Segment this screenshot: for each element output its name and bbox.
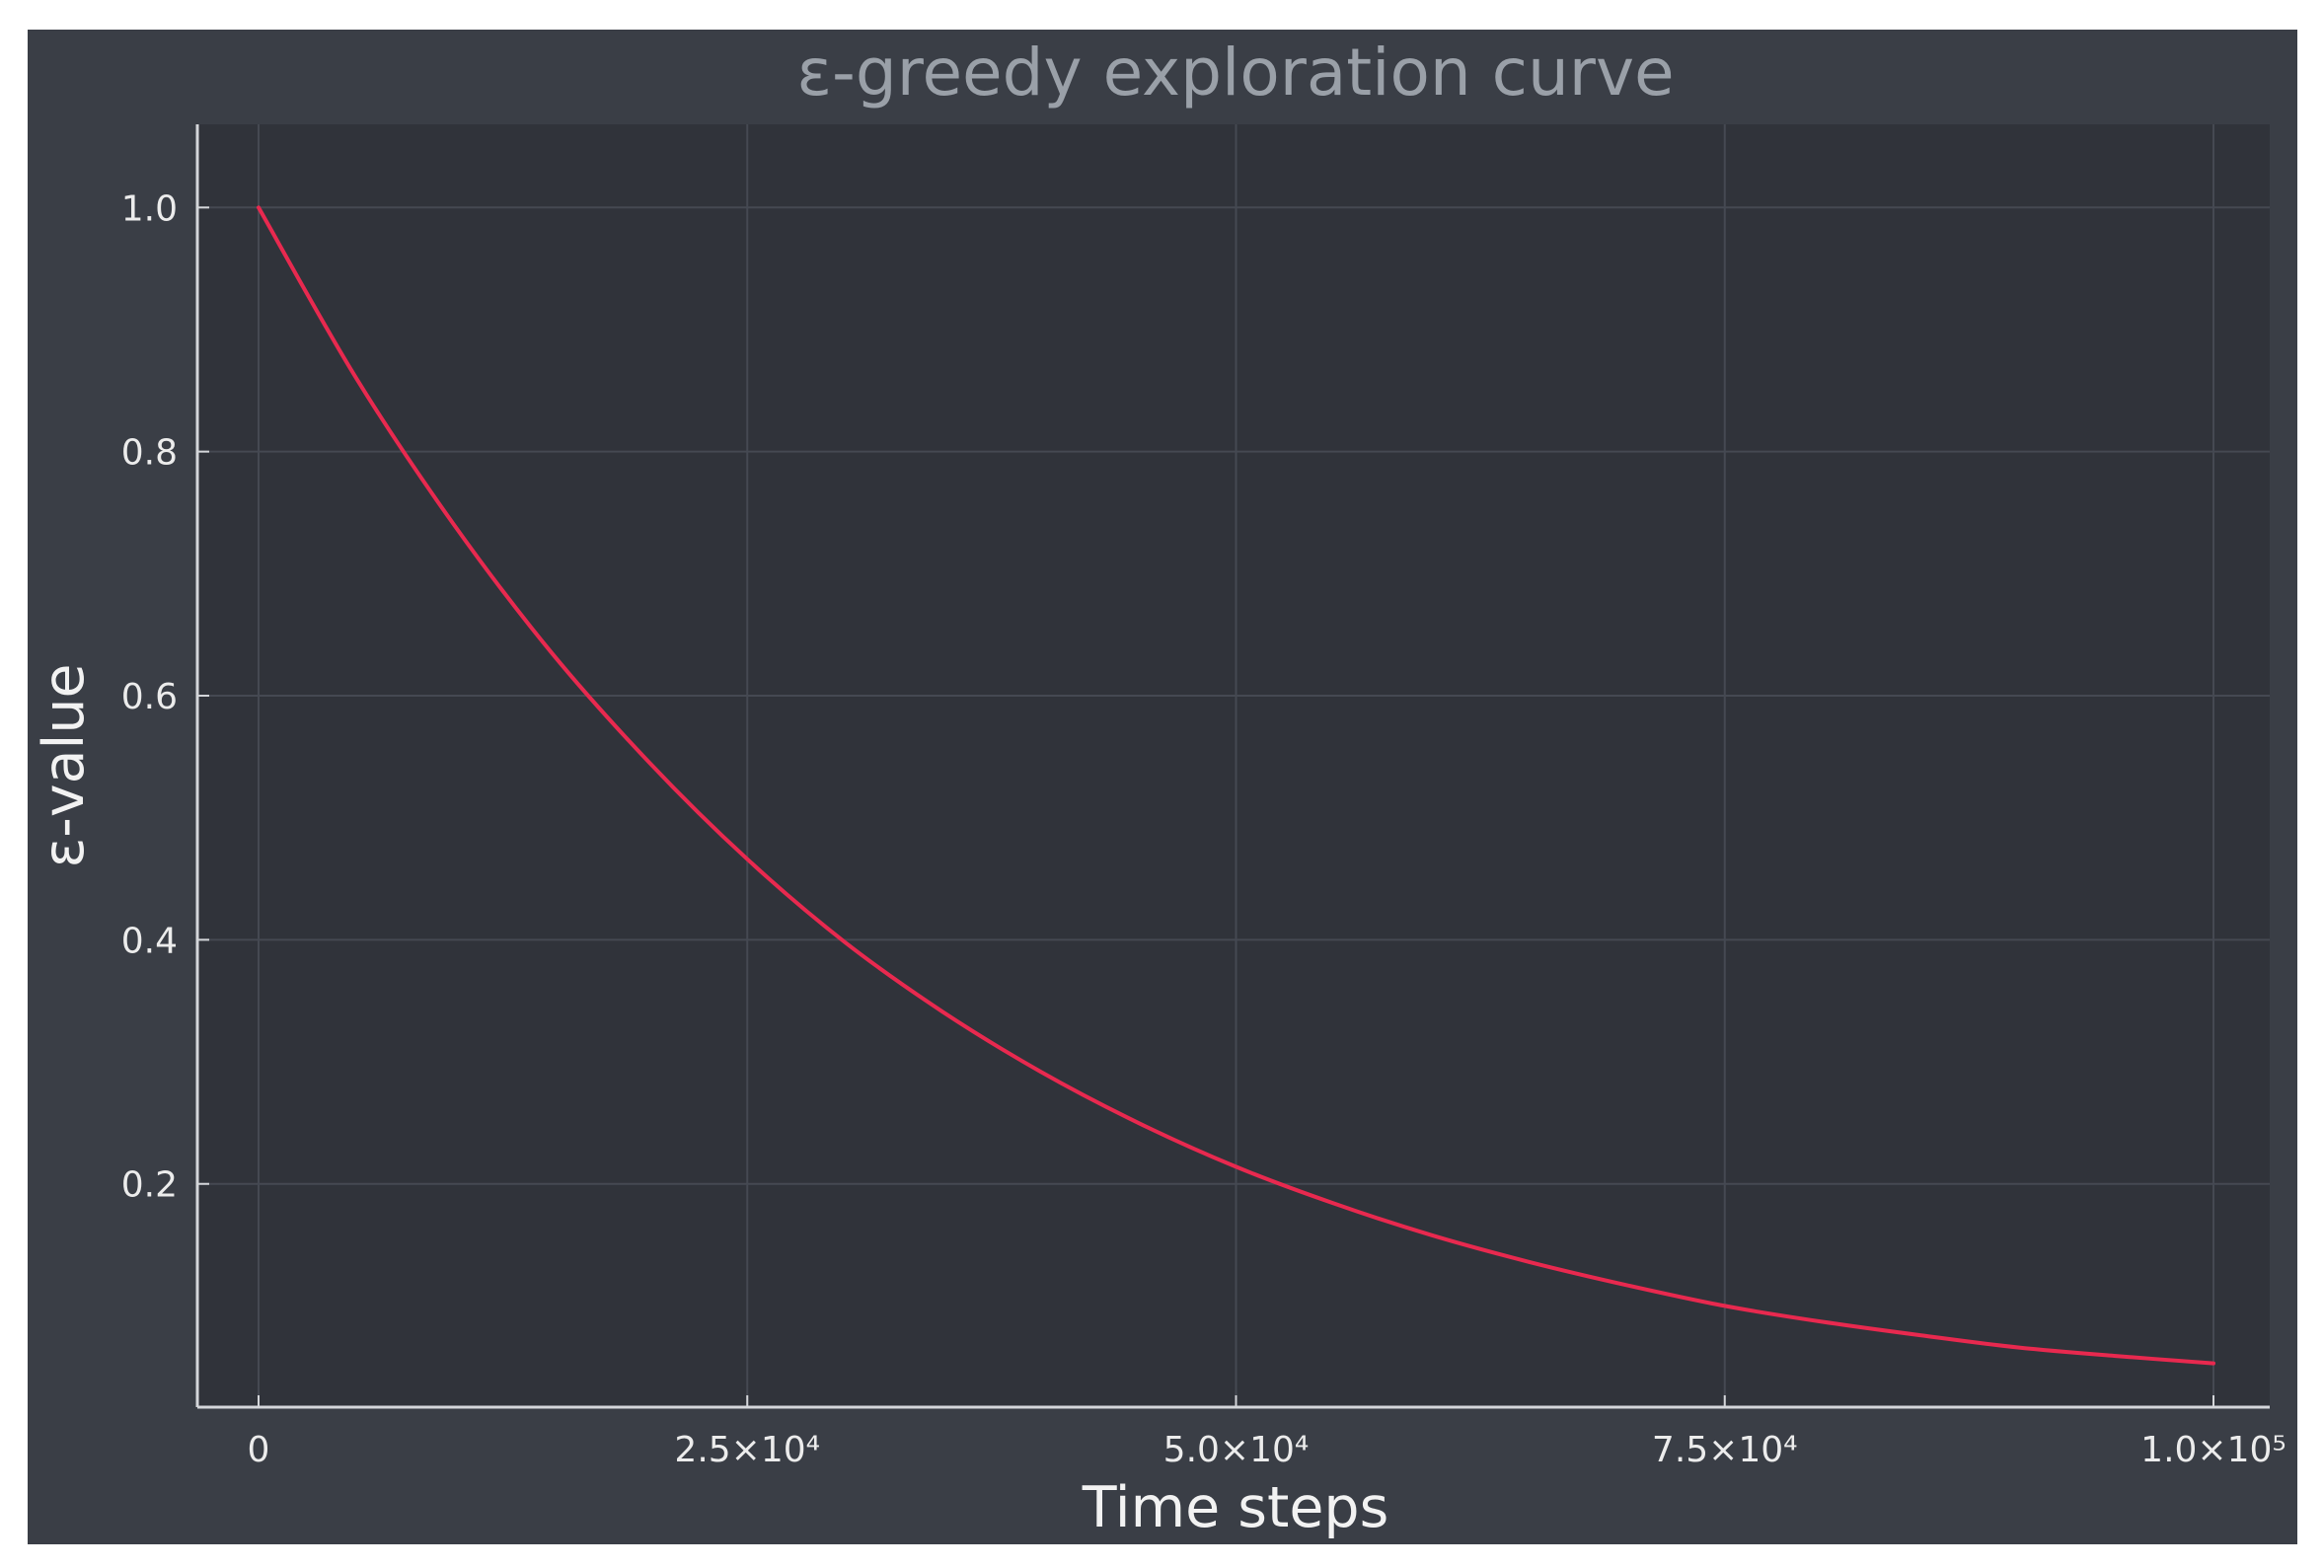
- y-tick-label: 1.0: [121, 188, 178, 229]
- y-tick-label: 0.6: [121, 677, 178, 717]
- series-layer: [257, 205, 2215, 1366]
- y-tick-label: 0.4: [121, 921, 178, 961]
- x-tick-label: 7.5×10⁴: [1652, 1430, 1798, 1470]
- x-tick-label: 1.0×10⁵: [2140, 1430, 2287, 1470]
- y-axis-label: ε-value: [32, 663, 97, 867]
- x-gridlines: [258, 124, 2214, 1407]
- y-tick-label: 0.2: [121, 1165, 178, 1206]
- x-axis-label: Time steps: [1082, 1475, 1389, 1540]
- x-tick-label: 2.5×10⁴: [674, 1430, 820, 1470]
- y-gridlines: [197, 206, 2270, 1185]
- x-axis-ticks: 0 2.5×10⁴ 5.0×10⁴ 7.5×10⁴ 1.0×10⁵: [248, 1395, 2287, 1470]
- series-line: [257, 205, 2215, 1366]
- y-tick-label: 0.8: [121, 433, 178, 474]
- x-tick-label: 5.0×10⁴: [1163, 1430, 1310, 1470]
- plot-area: [197, 124, 2270, 1407]
- y-axis-ticks: 0.2 0.4 0.6 0.8 1.0: [121, 188, 209, 1206]
- x-tick-label: 0: [248, 1430, 270, 1470]
- chart-title: ε-greedy exploration curve: [796, 35, 1674, 111]
